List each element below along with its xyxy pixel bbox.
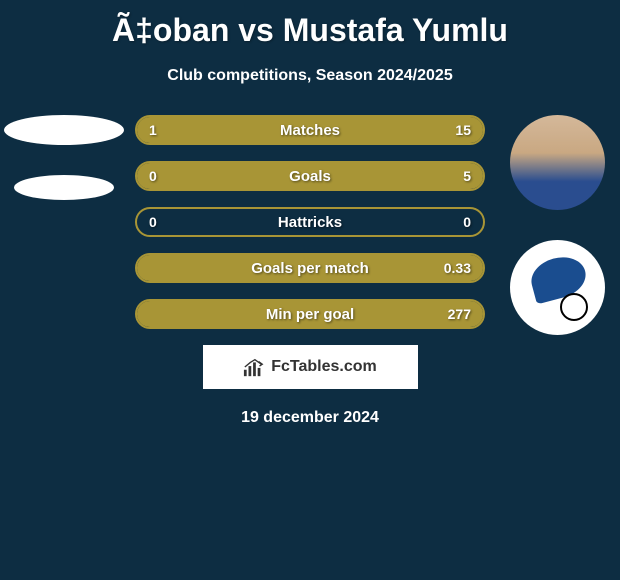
comparison-date: 19 december 2024 bbox=[20, 409, 600, 427]
player2-team-logo bbox=[510, 240, 605, 335]
stat-value-right: 0.33 bbox=[444, 260, 471, 276]
stat-value-right: 5 bbox=[463, 168, 471, 184]
comparison-subtitle: Club competitions, Season 2024/2025 bbox=[0, 67, 620, 85]
right-player-column bbox=[510, 115, 605, 335]
player2-avatar bbox=[510, 115, 605, 210]
comparison-title: Ã‡oban vs Mustafa Yumlu bbox=[0, 0, 620, 49]
stat-label: Goals bbox=[289, 168, 331, 185]
stat-value-right: 277 bbox=[448, 306, 471, 322]
left-player-column bbox=[4, 115, 124, 200]
stat-row: 0 Goals 5 bbox=[135, 161, 485, 191]
player1-team-placeholder bbox=[14, 175, 114, 200]
player1-avatar-placeholder bbox=[4, 115, 124, 145]
stat-label: Goals per match bbox=[251, 260, 369, 277]
branding-box: FcTables.com bbox=[203, 345, 418, 389]
stat-row: 0 Hattricks 0 bbox=[135, 207, 485, 237]
stat-label: Matches bbox=[280, 122, 340, 139]
team-logo-icon bbox=[510, 240, 605, 335]
stat-label: Min per goal bbox=[266, 306, 354, 323]
chart-icon bbox=[243, 357, 265, 377]
stats-container: 1 Matches 15 0 Goals 5 0 Hattricks 0 Goals per ma… bbox=[135, 115, 485, 329]
stat-value-right: 15 bbox=[455, 122, 471, 138]
stat-label: Hattricks bbox=[278, 214, 342, 231]
comparison-content: 1 Matches 15 0 Goals 5 0 Hattricks 0 Goals per ma… bbox=[0, 115, 620, 427]
branding-text: FcTables.com bbox=[271, 358, 377, 376]
stat-value-left: 0 bbox=[149, 168, 157, 184]
stat-value-right: 0 bbox=[463, 214, 471, 230]
stat-row: Goals per match 0.33 bbox=[135, 253, 485, 283]
stat-row: 1 Matches 15 bbox=[135, 115, 485, 145]
stat-value-left: 1 bbox=[149, 122, 157, 138]
player-face-icon bbox=[510, 115, 605, 210]
stat-value-left: 0 bbox=[149, 214, 157, 230]
stat-row: Min per goal 277 bbox=[135, 299, 485, 329]
